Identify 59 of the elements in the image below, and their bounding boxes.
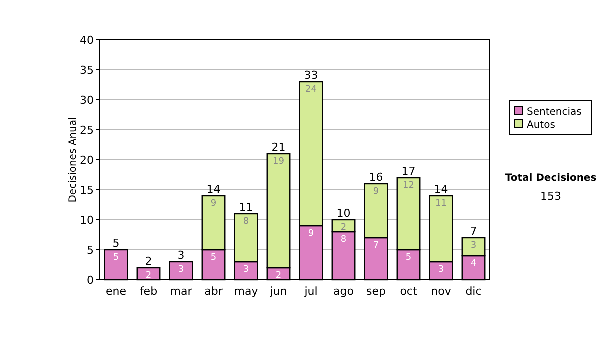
- total-label: 33: [304, 69, 318, 82]
- total-label: 21: [272, 141, 286, 154]
- data-label: 9: [308, 229, 314, 239]
- total-label: 5: [112, 237, 120, 250]
- x-tick-label: oct: [400, 285, 418, 298]
- total-label: 10: [336, 207, 351, 220]
- y-axis-title: Decisiones Anual: [68, 117, 79, 203]
- x-tick-label: sep: [366, 285, 386, 298]
- x-tick-label: ago: [334, 285, 354, 298]
- total-label: 14: [434, 183, 448, 196]
- x-tick-label: feb: [140, 285, 158, 298]
- data-label: 8: [243, 217, 250, 227]
- legend-label: Autos: [527, 120, 556, 131]
- data-label: 9: [210, 199, 217, 209]
- total-label: 17: [402, 165, 416, 178]
- total-label: 7: [470, 225, 478, 238]
- y-tick-label: 20: [80, 154, 94, 167]
- data-label: 5: [406, 253, 412, 263]
- data-label: 7: [373, 241, 380, 251]
- data-label: 4: [470, 259, 477, 269]
- y-tick-label: 10: [80, 214, 94, 227]
- data-label: 5: [113, 253, 120, 263]
- y-tick-label: 40: [80, 34, 94, 47]
- data-label: 8: [340, 235, 347, 245]
- y-tick-label: 0: [87, 274, 94, 287]
- legend-label: Sentencias: [527, 107, 582, 118]
- data-label: 3: [178, 265, 184, 275]
- data-label: 19: [273, 157, 285, 167]
- total-label: 3: [178, 249, 185, 262]
- data-label: 24: [306, 85, 318, 95]
- data-label: 3: [438, 265, 444, 275]
- data-label: 5: [210, 253, 217, 263]
- data-label: 11: [436, 199, 447, 209]
- text: Total Decisiones: [505, 173, 597, 184]
- data-label: 12: [403, 181, 414, 191]
- total-label: 11: [239, 201, 254, 214]
- y-tick-label: 35: [80, 64, 94, 77]
- data-label: 2: [276, 271, 282, 281]
- x-tick-label: ene: [106, 285, 127, 298]
- data-label: 3: [243, 265, 250, 275]
- total-label: 2: [145, 255, 152, 268]
- x-tick-label: dic: [466, 285, 482, 298]
- total-label: 14: [206, 183, 221, 196]
- x-tick-label: abr: [204, 285, 224, 298]
- y-tick-label: 15: [80, 184, 94, 197]
- data-label: 2: [340, 223, 347, 233]
- x-tick-label: nov: [431, 285, 452, 298]
- total-label: 16: [369, 171, 384, 184]
- y-tick-label: 5: [87, 244, 94, 257]
- x-tick-label: jun: [269, 285, 288, 298]
- x-tick-label: mar: [170, 285, 193, 298]
- y-tick-label: 25: [80, 124, 94, 137]
- x-tick-label: may: [234, 285, 259, 298]
- data-label: 3: [470, 241, 477, 251]
- text: 153: [540, 190, 562, 203]
- data-label: 9: [373, 187, 380, 197]
- data-label: 2: [146, 271, 152, 281]
- y-tick-label: 30: [80, 94, 94, 107]
- x-tick-label: jul: [304, 285, 318, 298]
